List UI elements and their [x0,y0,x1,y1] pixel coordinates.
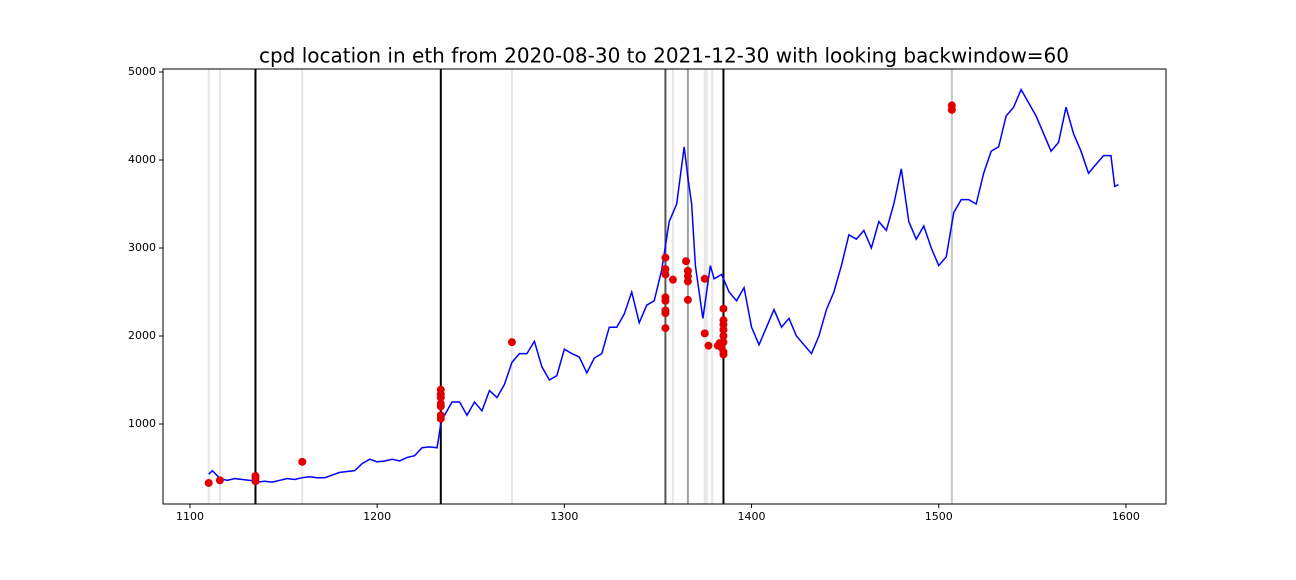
cpd-point [204,478,213,487]
cpd-point [507,338,516,347]
y-tick-label: 4000 [128,153,156,166]
cpd-point [947,105,956,114]
y-tick-label: 3000 [128,241,156,254]
cpd-point [719,325,728,334]
plot-frame [162,68,1167,505]
price-line [208,87,1119,483]
x-tick-label: 1500 [925,510,953,523]
cpd-point [682,257,691,266]
cpd-point [719,304,728,313]
cpd-point [700,329,709,338]
x-tick-label: 1100 [176,510,204,523]
cpd-point [298,457,307,466]
y-tick-label: 5000 [128,65,156,78]
x-tick-label: 1600 [1112,510,1140,523]
cpd-point [683,295,692,304]
cpd-point [704,341,713,350]
cpd-point [700,274,709,283]
y-tick-label: 2000 [128,329,156,342]
x-tick-label: 1200 [363,510,391,523]
cpd-point [436,393,445,402]
cpd-point [683,277,692,286]
cpd-point [668,275,677,284]
cpd-point [661,253,670,262]
cpd-point [215,476,224,485]
cpd-point [661,296,670,305]
chart-title: cpd location in eth from 2020-08-30 to 2… [259,44,1069,68]
y-tick-label: 1000 [128,417,156,430]
x-tick-label: 1400 [738,510,766,523]
cpd-point [719,350,728,359]
x-tick-label: 1300 [550,510,578,523]
cpd-point [251,477,260,486]
cpd-point [436,402,445,411]
cpd-point [719,338,728,347]
cpd-point [661,324,670,333]
cpd-point [661,309,670,318]
cpd-point [436,414,445,423]
cpd-point [719,332,728,341]
cpd-point [661,270,670,279]
